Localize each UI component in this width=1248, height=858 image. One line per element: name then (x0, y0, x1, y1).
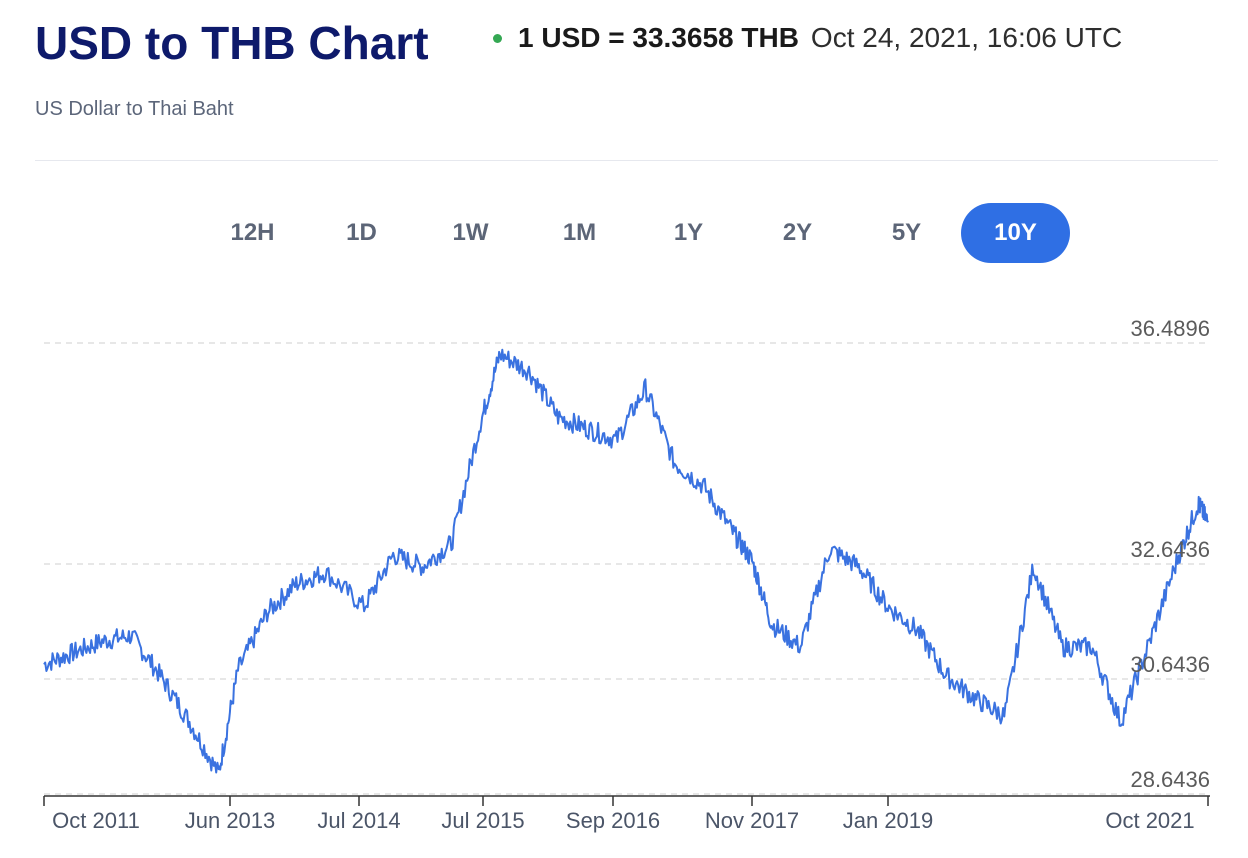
page-subtitle: US Dollar to Thai Baht (35, 98, 234, 120)
rate-line (43, 348, 1209, 774)
tab-1w[interactable]: 1W (452, 219, 489, 246)
header-divider (35, 160, 1218, 161)
x-tick-label: Jul 2014 (317, 808, 400, 833)
tab-10y[interactable]: 10Y (961, 203, 1070, 263)
x-tick-label: Sep 2016 (566, 808, 660, 833)
chart-grid (44, 342, 1210, 795)
x-tick-label: Oct 2021 (1105, 808, 1194, 833)
y-tick-label: 36.4896 (1130, 316, 1210, 341)
tab-2y[interactable]: 2Y (782, 219, 813, 246)
current-rate: 1 USD = 33.3658 THB Oct 24, 2021, 16:06 … (493, 22, 1122, 54)
tab-1y[interactable]: 1Y (673, 219, 704, 246)
tab-5y[interactable]: 5Y (891, 219, 922, 246)
y-tick-label: 32.6436 (1130, 537, 1210, 562)
rate-timestamp: Oct 24, 2021, 16:06 UTC (810, 22, 1123, 53)
x-axis-ticks: Oct 2011 Jun 2013 Jul 2014 Jul 2015 Sep 2016… (43, 796, 1209, 833)
y-tick-label: 28.6436 (1130, 767, 1210, 792)
page-title: USD to THB Chart (35, 17, 429, 69)
y-tick-label: 30.6436 (1130, 652, 1210, 677)
x-tick-label: Oct 2011 (52, 808, 140, 833)
x-tick-label: Nov 2017 (705, 808, 799, 833)
tab-12h[interactable]: 12H (230, 219, 275, 246)
tab-1m[interactable]: 1M (562, 219, 597, 246)
range-tabs: 12H 1D 1W 1M 1Y 2Y 5Y 10Y (198, 203, 1070, 263)
x-tick-label: Jan 2019 (843, 808, 934, 833)
tab-1d[interactable]: 1D (346, 219, 377, 246)
x-tick-label: Jul 2015 (441, 808, 524, 833)
x-tick-label: Jun 2013 (185, 808, 276, 833)
y-axis-ticks: 36.4896 32.6436 30.6436 28.6436 (1130, 316, 1210, 792)
rate-value: 1 USD = 33.3658 THB (518, 22, 799, 53)
live-status-icon (493, 33, 506, 43)
